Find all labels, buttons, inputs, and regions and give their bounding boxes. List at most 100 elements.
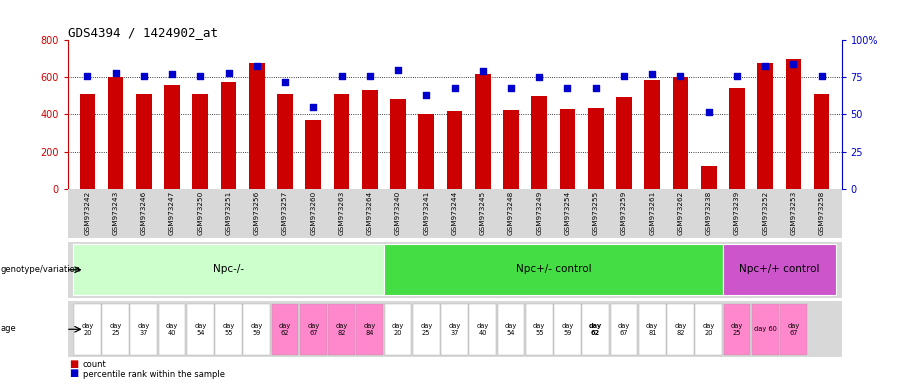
Text: day
37: day 37 <box>138 323 150 336</box>
Text: GDS4394 / 1424902_at: GDS4394 / 1424902_at <box>68 26 218 39</box>
Text: day
40: day 40 <box>477 323 489 336</box>
Text: day
81: day 81 <box>646 323 659 336</box>
Bar <box>73 244 384 295</box>
Bar <box>672 78 688 189</box>
Point <box>504 85 518 91</box>
Bar <box>441 304 468 355</box>
Text: GSM973252: GSM973252 <box>762 191 769 235</box>
Bar <box>193 94 208 189</box>
Bar <box>644 80 660 189</box>
Point <box>419 92 434 98</box>
Bar <box>752 304 778 355</box>
Bar <box>729 88 745 189</box>
Text: GSM973240: GSM973240 <box>395 191 401 235</box>
Text: GSM973264: GSM973264 <box>367 191 373 235</box>
Bar <box>560 109 575 189</box>
Bar <box>701 166 716 189</box>
Text: Npc-/-: Npc-/- <box>213 264 244 274</box>
Bar <box>814 94 830 189</box>
Text: day
84: day 84 <box>364 323 376 336</box>
Bar <box>554 304 580 355</box>
Bar <box>384 244 723 295</box>
Text: percentile rank within the sample: percentile rank within the sample <box>83 370 225 379</box>
Text: ■: ■ <box>69 359 78 369</box>
Bar <box>616 97 632 189</box>
Text: Npc+/- control: Npc+/- control <box>516 264 591 274</box>
Bar <box>362 90 377 189</box>
Text: GSM973241: GSM973241 <box>423 191 429 235</box>
Text: GSM973254: GSM973254 <box>564 191 571 235</box>
Bar <box>249 63 265 189</box>
Text: GSM973257: GSM973257 <box>282 191 288 235</box>
Point <box>249 63 264 69</box>
Point <box>701 108 716 114</box>
Bar <box>136 94 151 189</box>
Point <box>758 63 772 69</box>
Bar <box>187 304 213 355</box>
Bar <box>723 244 836 295</box>
Text: day
20: day 20 <box>392 323 404 336</box>
Text: day
67: day 67 <box>788 323 799 336</box>
Text: day
82: day 82 <box>674 323 687 336</box>
Bar <box>526 304 553 355</box>
Bar <box>470 304 496 355</box>
Text: day
62: day 62 <box>279 323 291 336</box>
Text: GSM973246: GSM973246 <box>140 191 147 235</box>
Point <box>165 71 179 78</box>
Point <box>391 67 405 73</box>
Bar <box>391 99 406 189</box>
Bar <box>277 94 292 189</box>
Bar <box>503 110 518 189</box>
Point <box>645 71 660 78</box>
Text: day
54: day 54 <box>194 323 206 336</box>
Bar <box>215 304 242 355</box>
Point <box>221 70 236 76</box>
Bar <box>103 304 129 355</box>
Text: ■: ■ <box>69 368 78 378</box>
Point <box>363 73 377 79</box>
Bar <box>334 94 349 189</box>
Text: day
20: day 20 <box>81 323 94 336</box>
Text: GSM973238: GSM973238 <box>706 191 712 235</box>
Bar <box>413 304 439 355</box>
Bar <box>244 304 270 355</box>
Bar <box>220 82 237 189</box>
Text: GSM973248: GSM973248 <box>508 191 514 235</box>
Text: day
62: day 62 <box>590 323 602 336</box>
Bar <box>639 304 665 355</box>
Point <box>730 73 744 79</box>
Text: day
59: day 59 <box>562 323 573 336</box>
Bar <box>588 108 604 189</box>
Bar <box>780 304 806 355</box>
Text: day
25: day 25 <box>110 323 122 336</box>
Point <box>673 73 688 79</box>
Bar <box>786 59 801 189</box>
Bar <box>108 78 123 189</box>
Bar <box>667 304 694 355</box>
Point <box>194 73 208 79</box>
Point <box>306 104 320 110</box>
Text: GSM973261: GSM973261 <box>649 191 655 235</box>
Text: day
67: day 67 <box>307 323 320 336</box>
Text: age: age <box>1 324 16 333</box>
Point <box>278 79 293 85</box>
Text: GSM973242: GSM973242 <box>85 191 90 235</box>
Text: GSM973260: GSM973260 <box>310 191 316 235</box>
Text: day
37: day 37 <box>448 323 461 336</box>
Bar <box>305 120 321 189</box>
Bar <box>356 304 383 355</box>
Text: day
59: day 59 <box>250 323 263 336</box>
Text: GSM973250: GSM973250 <box>197 191 203 235</box>
Text: day 60: day 60 <box>754 326 777 332</box>
Text: GSM973249: GSM973249 <box>536 191 542 235</box>
Bar <box>300 304 327 355</box>
Bar <box>158 304 185 355</box>
Point <box>334 73 348 79</box>
Bar <box>164 85 180 189</box>
Text: GSM973243: GSM973243 <box>112 191 119 235</box>
Point <box>108 70 122 76</box>
Text: GSM973251: GSM973251 <box>226 191 231 235</box>
Text: GSM973258: GSM973258 <box>819 191 824 235</box>
Bar <box>696 304 722 355</box>
Text: day
20: day 20 <box>703 323 715 336</box>
